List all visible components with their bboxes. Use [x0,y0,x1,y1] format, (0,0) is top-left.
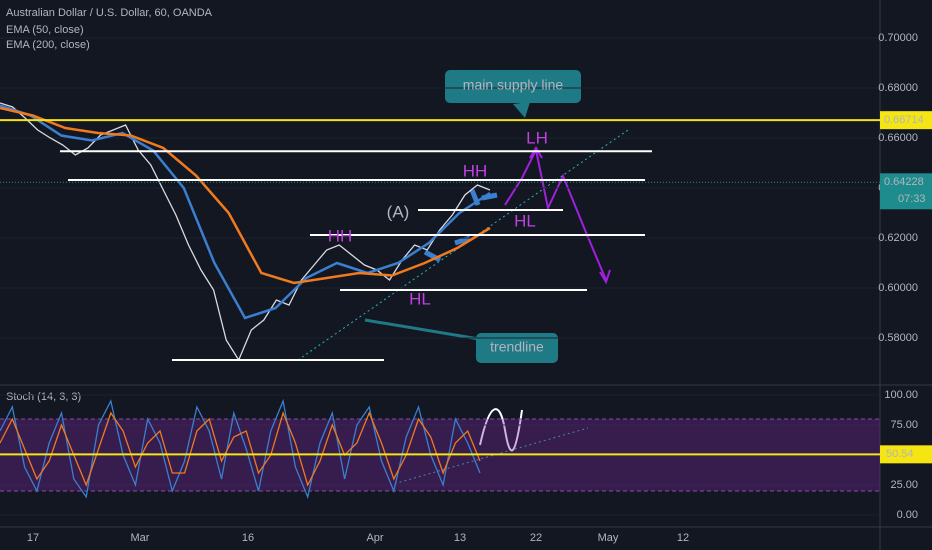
x-tick-label: 13 [454,532,466,544]
y-tick-label: 0.70000 [878,32,918,44]
series-line [0,398,481,500]
legend-entry: EMA (200, close) [6,39,90,51]
annotation: LH [526,128,548,147]
annotation: (A) [387,202,410,221]
series-line [0,411,481,487]
price-label: 0.64228 [884,176,924,188]
blue-arrows [423,189,498,263]
annotation: HL [409,289,431,308]
annotation: trendline [490,339,544,355]
callout-pointer [364,318,486,342]
stoch-trendline [389,427,589,486]
annotation: HL [514,211,536,230]
legend-entry: EMA (50, close) [6,24,84,36]
projection-path [504,146,607,281]
series-line [0,106,491,285]
price-label-bg [880,111,932,130]
stoch-title: Stoch (14, 3, 3) [6,391,81,403]
x-tick-label: 16 [242,532,254,544]
annotation: HH [463,161,488,180]
callout-box [445,70,581,103]
annotation: HH [328,226,353,245]
x-tick-label: 12 [677,532,689,544]
x-tick-label: 17 [27,532,39,544]
chart-title: Australian Dollar / U.S. Dollar, 60, OAN… [6,7,213,19]
y-tick-label: 0.00 [897,509,918,521]
x-tick-label: 22 [530,532,542,544]
callout-box [476,333,558,363]
y-tick-label: 75.00 [890,419,918,431]
level-label-bg [880,445,932,464]
countdown-label: 07:33 [898,193,926,205]
x-tick-label: Mar [131,532,150,544]
annotation: main supply line [463,77,564,93]
stoch-projection [479,408,523,452]
x-tick-label: Apr [366,532,383,544]
y-tick-label: 0.68000 [878,82,918,94]
projection-arrowheads [529,146,611,285]
y-tick-label: 25.00 [890,479,918,491]
y-tick-label: 100.00 [884,389,918,401]
y-tick-label: 0.60000 [878,282,918,294]
x-tick-label: May [598,532,619,544]
price-label-bg [880,173,932,210]
y-tick-label: 0.66000 [878,132,918,144]
level-label: 50.54 [886,448,914,460]
y-tick-label: 0.62000 [878,232,918,244]
y-tick-label: 0.58000 [878,332,918,344]
series-line [0,104,491,320]
price-label: 0.66714 [884,114,924,126]
callout-pointer [513,102,530,118]
